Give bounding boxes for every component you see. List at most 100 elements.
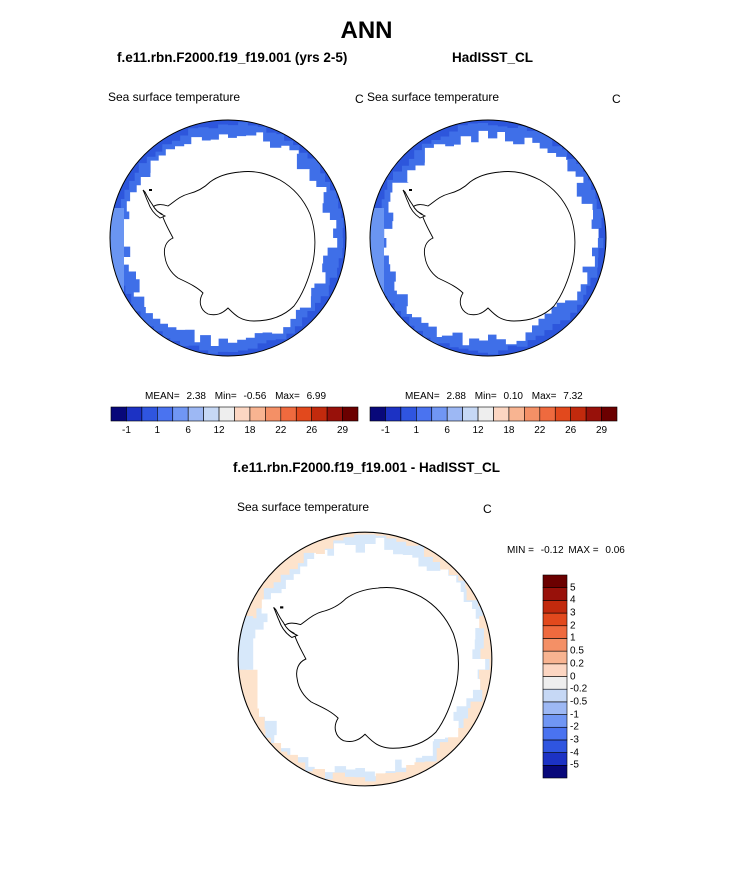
sst-field bbox=[238, 616, 254, 670]
colorbar-tick-label: 0.5 bbox=[570, 645, 584, 657]
right-colorbar-labels: -1 1 6 12 18 22 26 29 bbox=[370, 425, 617, 439]
colorbar-tick-label: -0.5 bbox=[570, 696, 588, 708]
colorbar-swatch bbox=[157, 406, 174, 422]
colorbar-tick-label: 1 bbox=[570, 632, 576, 644]
colorbar-tick-label: 12 bbox=[213, 425, 225, 436]
left-colorbar-labels: -1 1 6 12 18 22 26 29 bbox=[111, 425, 358, 439]
diff-max-label: MAX = bbox=[568, 545, 599, 556]
antarctic-peninsula bbox=[142, 189, 167, 219]
colorbar-swatch bbox=[218, 406, 235, 422]
left-polar-map bbox=[109, 119, 347, 357]
main-title: ANN bbox=[340, 17, 393, 44]
colorbar-swatch bbox=[342, 406, 359, 422]
colorbar-swatch bbox=[416, 406, 433, 422]
colorbar-swatch bbox=[542, 701, 568, 715]
left-mean-label: MEAN= bbox=[145, 391, 180, 402]
colorbar-swatch bbox=[249, 406, 266, 422]
colorbar-swatch bbox=[542, 765, 568, 779]
colorbar-swatch bbox=[542, 638, 568, 652]
colorbar-swatch bbox=[446, 406, 463, 422]
colorbar-tick-label: 22 bbox=[534, 425, 546, 436]
colorbar-tick-label: -1 bbox=[380, 425, 390, 436]
right-mean-label: MEAN= bbox=[405, 391, 440, 402]
colorbar-swatch bbox=[542, 650, 568, 665]
colorbar-tick-label: 1 bbox=[413, 425, 420, 436]
colorbar-swatch bbox=[542, 726, 568, 741]
colorbar-tick-label: 2 bbox=[570, 620, 576, 632]
right-polar-map bbox=[369, 119, 607, 357]
right-mean-value: 2.88 bbox=[446, 391, 466, 402]
right-stats: MEAN= 2.88 Min= 0.10 Max= 7.32 bbox=[405, 391, 583, 402]
colorbar-tick-label: 29 bbox=[337, 425, 349, 436]
colorbar-swatch bbox=[542, 600, 568, 614]
colorbar-tick-label: 4 bbox=[570, 594, 576, 606]
colorbar-swatch bbox=[554, 406, 571, 422]
left-colorbar bbox=[110, 406, 359, 422]
colorbar-tick-label: -4 bbox=[570, 747, 579, 759]
colorbar-tick-label: 18 bbox=[244, 425, 256, 436]
diff-stats: MIN = -0.12 MAX = 0.06 bbox=[507, 545, 625, 556]
colorbar-tick-label: -0.2 bbox=[570, 683, 588, 695]
colorbar-tick-label: 18 bbox=[503, 425, 515, 436]
colorbar-swatch bbox=[542, 625, 568, 639]
colorbar-swatch bbox=[265, 406, 282, 422]
colorbar-swatch bbox=[542, 688, 568, 703]
colorbar-swatch bbox=[385, 406, 402, 422]
colorbar-tick-label: 26 bbox=[306, 425, 318, 436]
colorbar-swatch bbox=[462, 406, 479, 422]
colorbar-swatch bbox=[110, 406, 127, 422]
colorbar-swatch bbox=[542, 587, 568, 601]
colorbar-tick-label: 29 bbox=[596, 425, 608, 436]
colorbar-swatch bbox=[295, 406, 312, 422]
left-mean-value: 2.38 bbox=[186, 391, 206, 402]
colorbar-tick-label: 6 bbox=[444, 425, 450, 436]
diff-min-value: -0.12 bbox=[540, 545, 564, 556]
left-variable-label: Sea surface temperature bbox=[108, 90, 241, 104]
left-units-label: C bbox=[355, 92, 364, 106]
right-min-value: 0.10 bbox=[503, 391, 523, 402]
colorbar-swatch bbox=[126, 406, 143, 422]
colorbar-swatch bbox=[524, 406, 541, 422]
colorbar-tick-label: -1 bbox=[121, 425, 131, 436]
colorbar-tick-label: 1 bbox=[154, 425, 161, 436]
colorbar-swatch bbox=[141, 406, 158, 422]
colorbar-swatch bbox=[326, 406, 343, 422]
island bbox=[409, 189, 412, 191]
map-border bbox=[237, 531, 493, 787]
colorbar-swatch bbox=[542, 574, 568, 588]
colorbar-swatch bbox=[539, 406, 556, 422]
diff-colorbar-labels: 5 4 3 2 1 0.5 0.2 0 -0.2 -0.5 -1 -2 -3 -4 -5 bbox=[570, 575, 610, 778]
colorbar-swatch bbox=[542, 676, 568, 690]
colorbar-tick-label: -3 bbox=[570, 734, 579, 746]
island bbox=[280, 606, 284, 609]
colorbar-tick-label: 6 bbox=[185, 425, 191, 436]
sst-field bbox=[110, 208, 124, 293]
antarctic-peninsula bbox=[273, 607, 299, 639]
sst-field bbox=[370, 208, 384, 293]
colorbar-swatch bbox=[601, 406, 618, 422]
right-colorbar bbox=[369, 406, 618, 422]
map-border bbox=[369, 119, 607, 357]
antarctic-peninsula bbox=[402, 189, 427, 219]
diff-polar-map bbox=[237, 531, 493, 787]
colorbar-swatch bbox=[570, 406, 587, 422]
colorbar-tick-label: 5 bbox=[570, 582, 576, 594]
colorbar-swatch bbox=[203, 406, 220, 422]
colorbar-tick-label: 0 bbox=[570, 671, 576, 682]
colorbar-swatch bbox=[431, 406, 448, 422]
colorbar-swatch bbox=[508, 406, 525, 422]
colorbar-tick-label: 12 bbox=[472, 425, 484, 436]
colorbar-swatch bbox=[542, 714, 568, 728]
colorbar-tick-label: -1 bbox=[570, 709, 579, 721]
map-border bbox=[109, 119, 347, 357]
colorbar-tick-label: 26 bbox=[565, 425, 577, 436]
right-max-value: 7.32 bbox=[563, 391, 583, 402]
sst-field bbox=[238, 669, 258, 735]
colorbar-swatch bbox=[542, 612, 568, 627]
left-min-value: -0.56 bbox=[243, 391, 267, 402]
diff-units-label: C bbox=[483, 502, 492, 516]
left-max-value: 6.99 bbox=[306, 391, 327, 402]
colorbar-swatch bbox=[585, 406, 602, 422]
diff-panel-title: f.e11.rbn.F2000.f19_f19.001 - HadISST_CL bbox=[232, 460, 501, 475]
right-units-label: C bbox=[612, 92, 621, 106]
